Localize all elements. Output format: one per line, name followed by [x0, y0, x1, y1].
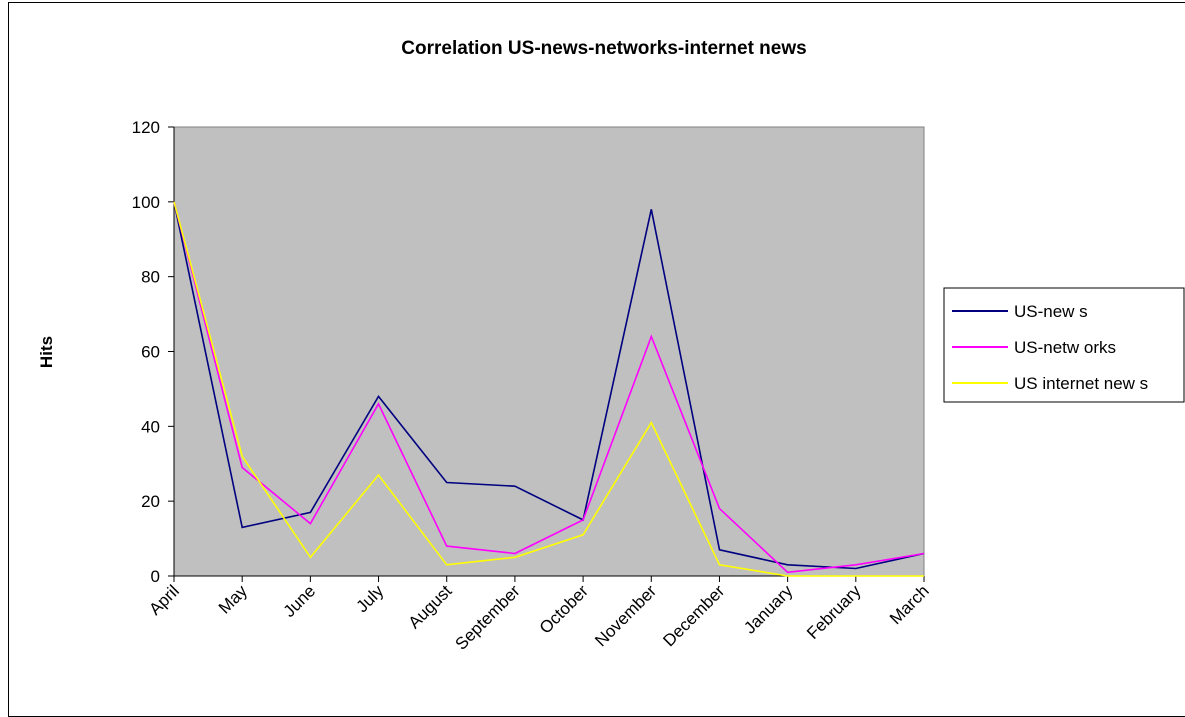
x-tick-label: December: [659, 581, 728, 650]
x-tick-label: July: [353, 581, 388, 616]
y-tick-label: 20: [141, 492, 160, 511]
y-tick-label: 0: [151, 567, 160, 586]
x-tick-label: October: [536, 581, 592, 637]
series-line-3: [173, 201, 924, 577]
x-tick-label: February: [803, 581, 865, 643]
y-tick-label: 120: [132, 118, 160, 137]
x-tick-label: August: [405, 581, 456, 632]
x-tick-label: September: [451, 581, 523, 653]
x-tick-label: January: [740, 581, 797, 638]
chart-title: Correlation US-news-networks-internet ne…: [401, 38, 806, 59]
legend-label: US-new s: [1014, 302, 1088, 321]
legend: US-new s US-netw orks US internet new s: [943, 287, 1185, 403]
legend-label: US internet new s: [1014, 374, 1148, 393]
y-tick-label: 60: [141, 343, 160, 362]
legend-label: US-netw orks: [1014, 338, 1116, 357]
y-axis-label: Hits: [37, 336, 56, 368]
x-tick-label: April: [145, 581, 182, 618]
y-tick-label: 80: [141, 268, 160, 287]
series-layer: [173, 201, 925, 577]
series-line-2: [173, 201, 925, 574]
x-tick-label: November: [591, 581, 660, 650]
x-tick-label: May: [215, 581, 251, 617]
plot-area: [173, 126, 925, 577]
x-tick-label: June: [280, 581, 320, 621]
y-tick-label: 40: [141, 417, 160, 436]
x-tick-label: March: [886, 581, 933, 628]
y-tick-label: 100: [132, 193, 160, 212]
